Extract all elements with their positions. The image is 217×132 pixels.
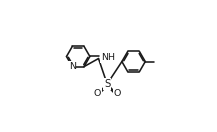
- Text: S: S: [104, 79, 110, 89]
- Text: O: O: [113, 89, 121, 98]
- Text: N: N: [69, 62, 76, 71]
- Text: NH: NH: [101, 53, 115, 62]
- Text: O: O: [94, 89, 101, 98]
